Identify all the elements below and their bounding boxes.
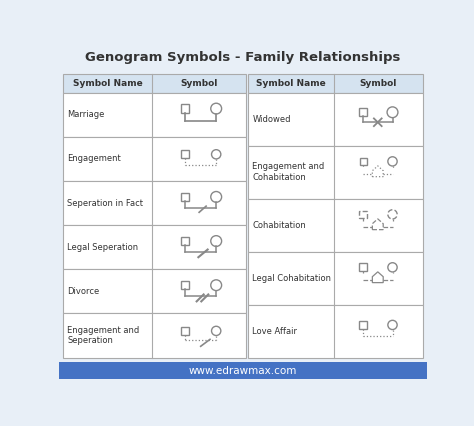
Circle shape (387, 107, 398, 118)
Circle shape (211, 236, 222, 247)
Text: Love Affair: Love Affair (252, 327, 297, 336)
Text: Symbol Name: Symbol Name (256, 79, 326, 88)
Bar (63, 269, 246, 314)
Circle shape (211, 326, 221, 336)
Bar (248, 252, 423, 305)
Bar (181, 193, 190, 201)
Bar (63, 181, 246, 225)
Bar (360, 158, 366, 165)
Bar (182, 150, 189, 158)
Circle shape (211, 150, 221, 159)
Bar (63, 74, 246, 93)
Bar (182, 327, 189, 335)
Text: Cohabitation: Cohabitation (252, 221, 306, 230)
Bar (181, 104, 190, 113)
Text: www.edrawmax.com: www.edrawmax.com (189, 366, 297, 376)
Bar (63, 314, 246, 357)
Circle shape (388, 157, 397, 166)
Bar (181, 281, 190, 289)
Circle shape (211, 103, 222, 114)
Bar (248, 305, 423, 357)
Circle shape (388, 320, 397, 330)
Bar (181, 237, 190, 245)
Text: Symbol: Symbol (181, 79, 218, 88)
Polygon shape (373, 219, 383, 230)
Text: Engagement: Engagement (67, 154, 121, 164)
Circle shape (388, 210, 397, 219)
Text: Divorce: Divorce (67, 287, 99, 296)
Circle shape (388, 263, 397, 272)
Text: Symbol: Symbol (360, 79, 397, 88)
Text: Engagement and
Cohabitation: Engagement and Cohabitation (252, 162, 325, 182)
Text: Widowed: Widowed (252, 115, 291, 124)
Bar (359, 264, 367, 271)
Bar (248, 199, 423, 252)
Text: Seperation in Fact: Seperation in Fact (67, 199, 143, 207)
Bar (63, 137, 246, 181)
Text: Engagement and
Seperation: Engagement and Seperation (67, 326, 139, 345)
Text: Genogram Symbols - Family Relationships: Genogram Symbols - Family Relationships (85, 51, 401, 64)
Bar (248, 146, 423, 199)
Bar (63, 225, 246, 269)
Bar (359, 108, 367, 116)
Polygon shape (373, 166, 383, 177)
Bar (359, 321, 367, 329)
Circle shape (211, 280, 222, 291)
Bar (248, 93, 423, 146)
Bar (248, 74, 423, 93)
Text: Marriage: Marriage (67, 110, 104, 119)
Bar (63, 93, 246, 137)
Bar (59, 362, 427, 379)
Text: Legal Seperation: Legal Seperation (67, 243, 138, 252)
Circle shape (211, 192, 222, 202)
Bar (359, 210, 367, 218)
Text: Symbol Name: Symbol Name (73, 79, 143, 88)
Polygon shape (373, 272, 383, 282)
Text: Legal Cohabitation: Legal Cohabitation (252, 273, 331, 282)
